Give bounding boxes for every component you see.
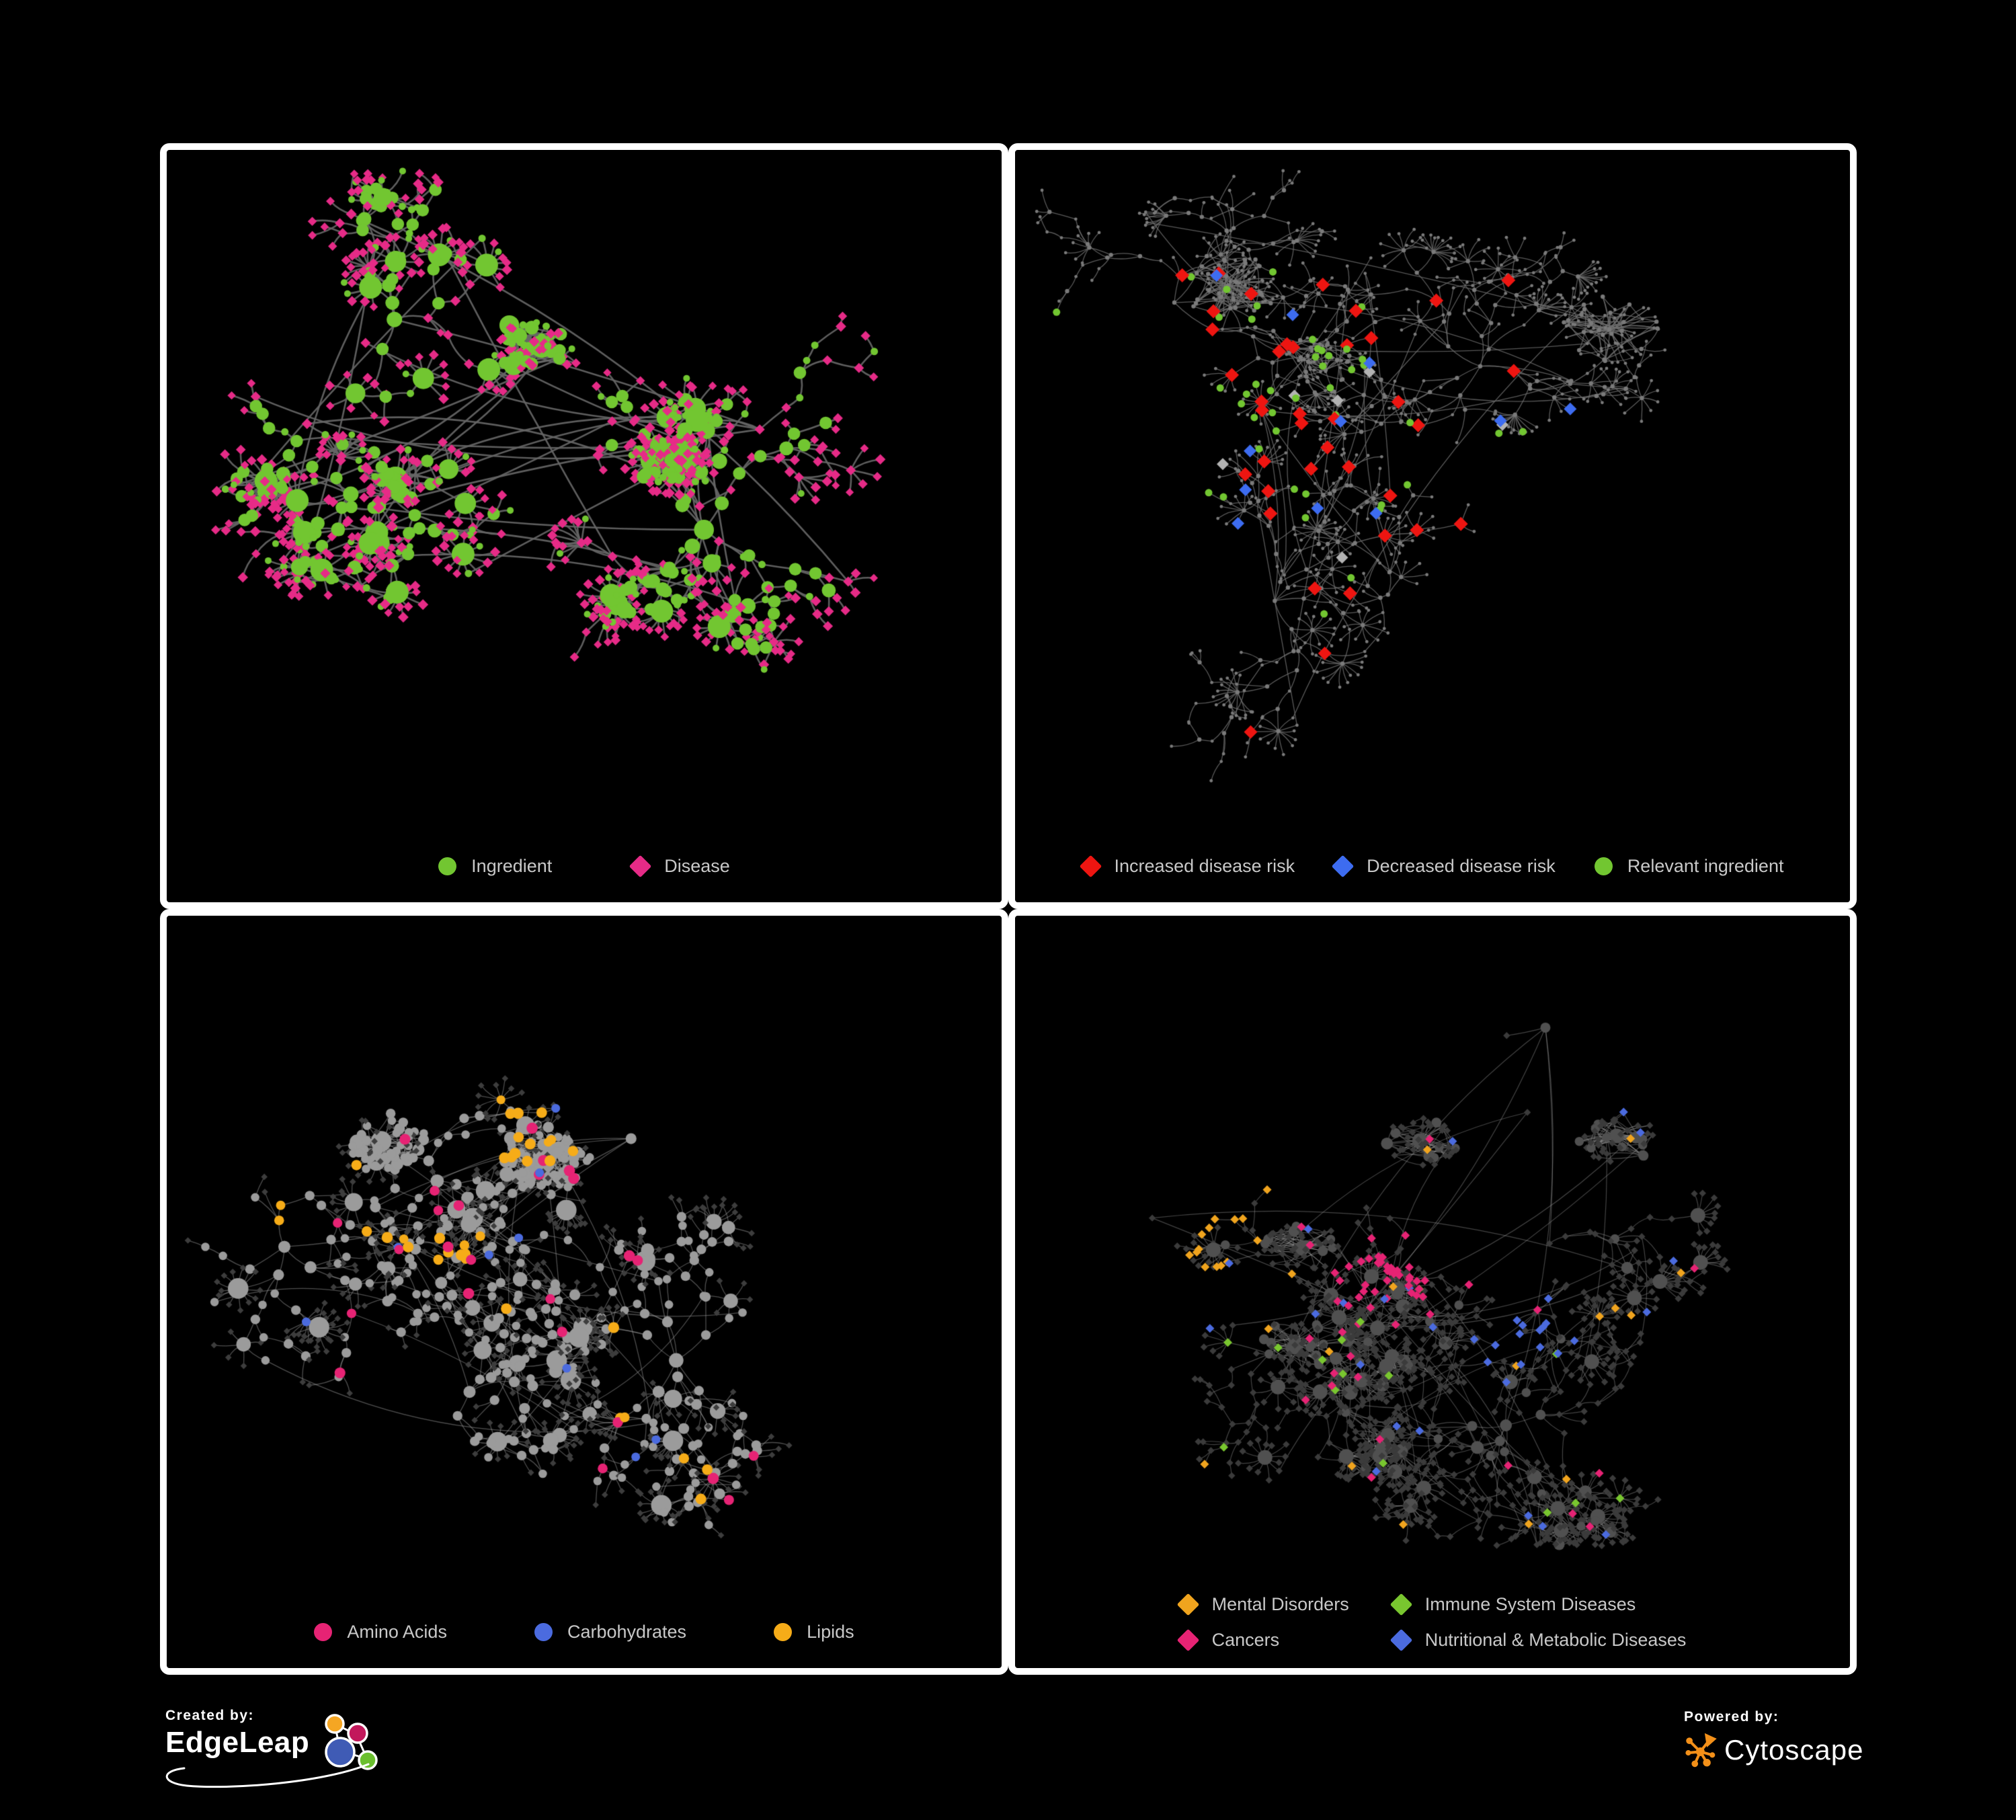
powered-by-label: Powered by: xyxy=(1684,1709,1779,1725)
cancers-swatch xyxy=(1176,1628,1199,1652)
legend-disease-classes: Mental Disorders Immune System Diseases … xyxy=(1015,1593,1850,1652)
legend-item-amino-acids: Amino Acids xyxy=(314,1622,447,1643)
legend-nutrient-classes: Amino Acids Carbohydrates Lipids xyxy=(167,1622,1002,1643)
legend-disease-risk: Increased disease risk Decreased disease… xyxy=(1015,855,1850,878)
panel-nutrient-classes: Amino Acids Carbohydrates Lipids xyxy=(160,909,1008,1675)
legend-item-increased-risk: Increased disease risk xyxy=(1079,855,1295,878)
legend-label: Cancers xyxy=(1211,1630,1280,1650)
nutritional-metabolic-swatch xyxy=(1389,1628,1413,1652)
legend-item-lipids: Lipids xyxy=(774,1622,854,1643)
created-by-label: Created by: xyxy=(165,1708,255,1723)
legend-label: Nutritional & Metabolic Diseases xyxy=(1424,1630,1687,1650)
cytoscape-wordmark: Cytoscape xyxy=(1724,1734,1864,1766)
legend-label: Amino Acids xyxy=(347,1622,447,1642)
panel-grid: Ingredient Disease Increased disease ris… xyxy=(160,143,1857,1675)
panel-ingredient-disease: Ingredient Disease xyxy=(160,143,1008,909)
disease-swatch xyxy=(629,855,652,878)
panel-disease-risk: Increased disease risk Decreased disease… xyxy=(1008,143,1857,909)
carbohydrates-swatch xyxy=(534,1623,553,1641)
powered-by-block: Powered by: Cytoscape xyxy=(1684,1709,1863,1770)
decreased-risk-swatch xyxy=(1331,855,1355,878)
edgeleap-logo-icon xyxy=(325,1714,378,1770)
cytoscape-logo-icon xyxy=(1685,1733,1717,1768)
legend-item-immune-diseases: Immune System Diseases xyxy=(1389,1593,1687,1616)
legend-item-cancers: Cancers xyxy=(1176,1628,1349,1652)
ingredient-swatch xyxy=(438,857,457,875)
disease-risk-network-canvas xyxy=(1015,150,1850,830)
legend-label: Carbohydrates xyxy=(567,1622,687,1642)
legend-item-mental-disorders: Mental Disorders xyxy=(1176,1593,1349,1616)
legend-item-disease: Disease xyxy=(629,855,730,878)
legend-item-nutritional-metabolic: Nutritional & Metabolic Diseases xyxy=(1389,1628,1687,1652)
legend-label: Immune System Diseases xyxy=(1424,1594,1636,1614)
immune-diseases-swatch xyxy=(1389,1593,1413,1616)
relevant-ingredient-swatch xyxy=(1594,857,1613,875)
legend-label: Disease xyxy=(664,856,730,876)
amino-acids-swatch xyxy=(314,1623,333,1641)
legend-item-carbohydrates: Carbohydrates xyxy=(534,1622,686,1643)
legend-label: Relevant ingredient xyxy=(1627,856,1784,876)
ingredient-disease-network-canvas xyxy=(167,150,1002,830)
cytoscape-brand-row: Cytoscape xyxy=(1684,1731,1863,1770)
edgeleap-wordmark: EdgeLeap xyxy=(165,1726,310,1759)
legend-item-decreased-risk: Decreased disease risk xyxy=(1331,855,1556,878)
legend-item-ingredient: Ingredient xyxy=(438,856,552,877)
legend-label: Decreased disease risk xyxy=(1367,856,1556,876)
legend-label: Ingredient xyxy=(471,856,553,876)
increased-risk-swatch xyxy=(1079,855,1102,878)
panel-disease-classes: Mental Disorders Immune System Diseases … xyxy=(1008,909,1857,1675)
legend-item-relevant-ingredient: Relevant ingredient xyxy=(1594,856,1784,877)
legend-label: Increased disease risk xyxy=(1114,856,1295,876)
legend-ingredient-disease: Ingredient Disease xyxy=(167,855,1002,878)
created-by-block: Created by: EdgeLeap xyxy=(165,1708,382,1788)
edgeleap-brand-row: EdgeLeap xyxy=(165,1714,382,1776)
mental-disorders-swatch xyxy=(1176,1593,1199,1616)
disease-class-network-canvas xyxy=(1015,916,1850,1580)
legend-label: Mental Disorders xyxy=(1211,1594,1349,1614)
legend-label: Lipids xyxy=(807,1622,854,1642)
lipids-swatch xyxy=(774,1623,793,1641)
nutrient-class-network-canvas xyxy=(167,916,1002,1596)
